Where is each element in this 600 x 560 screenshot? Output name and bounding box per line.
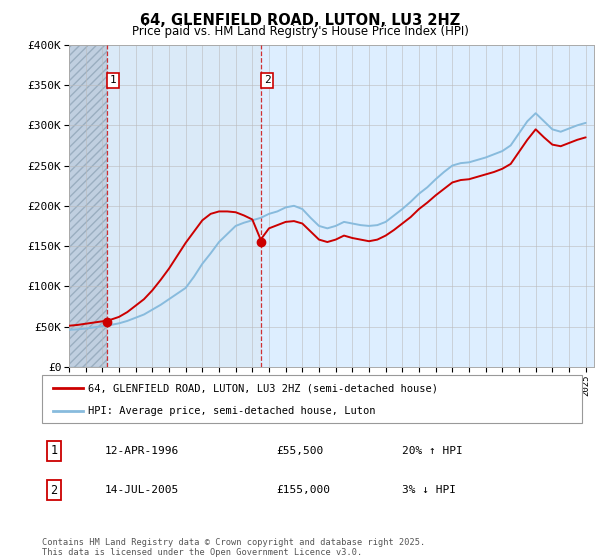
Text: £55,500: £55,500	[276, 446, 323, 456]
Text: 12-APR-1996: 12-APR-1996	[105, 446, 179, 456]
Text: HPI: Average price, semi-detached house, Luton: HPI: Average price, semi-detached house,…	[88, 406, 376, 416]
Text: 1: 1	[50, 444, 58, 458]
Text: Price paid vs. HM Land Registry's House Price Index (HPI): Price paid vs. HM Land Registry's House …	[131, 25, 469, 38]
Text: 1: 1	[110, 76, 116, 85]
Text: 2: 2	[264, 76, 271, 85]
Text: 20% ↑ HPI: 20% ↑ HPI	[402, 446, 463, 456]
Text: £155,000: £155,000	[276, 485, 330, 495]
Text: 64, GLENFIELD ROAD, LUTON, LU3 2HZ (semi-detached house): 64, GLENFIELD ROAD, LUTON, LU3 2HZ (semi…	[88, 383, 438, 393]
Text: 2: 2	[50, 483, 58, 497]
Text: 64, GLENFIELD ROAD, LUTON, LU3 2HZ: 64, GLENFIELD ROAD, LUTON, LU3 2HZ	[140, 13, 460, 29]
Text: 3% ↓ HPI: 3% ↓ HPI	[402, 485, 456, 495]
Bar	[107, 45, 262, 367]
FancyBboxPatch shape	[42, 375, 582, 423]
Bar	[69, 45, 107, 367]
Text: 14-JUL-2005: 14-JUL-2005	[105, 485, 179, 495]
Text: Contains HM Land Registry data © Crown copyright and database right 2025.
This d: Contains HM Land Registry data © Crown c…	[42, 538, 425, 557]
